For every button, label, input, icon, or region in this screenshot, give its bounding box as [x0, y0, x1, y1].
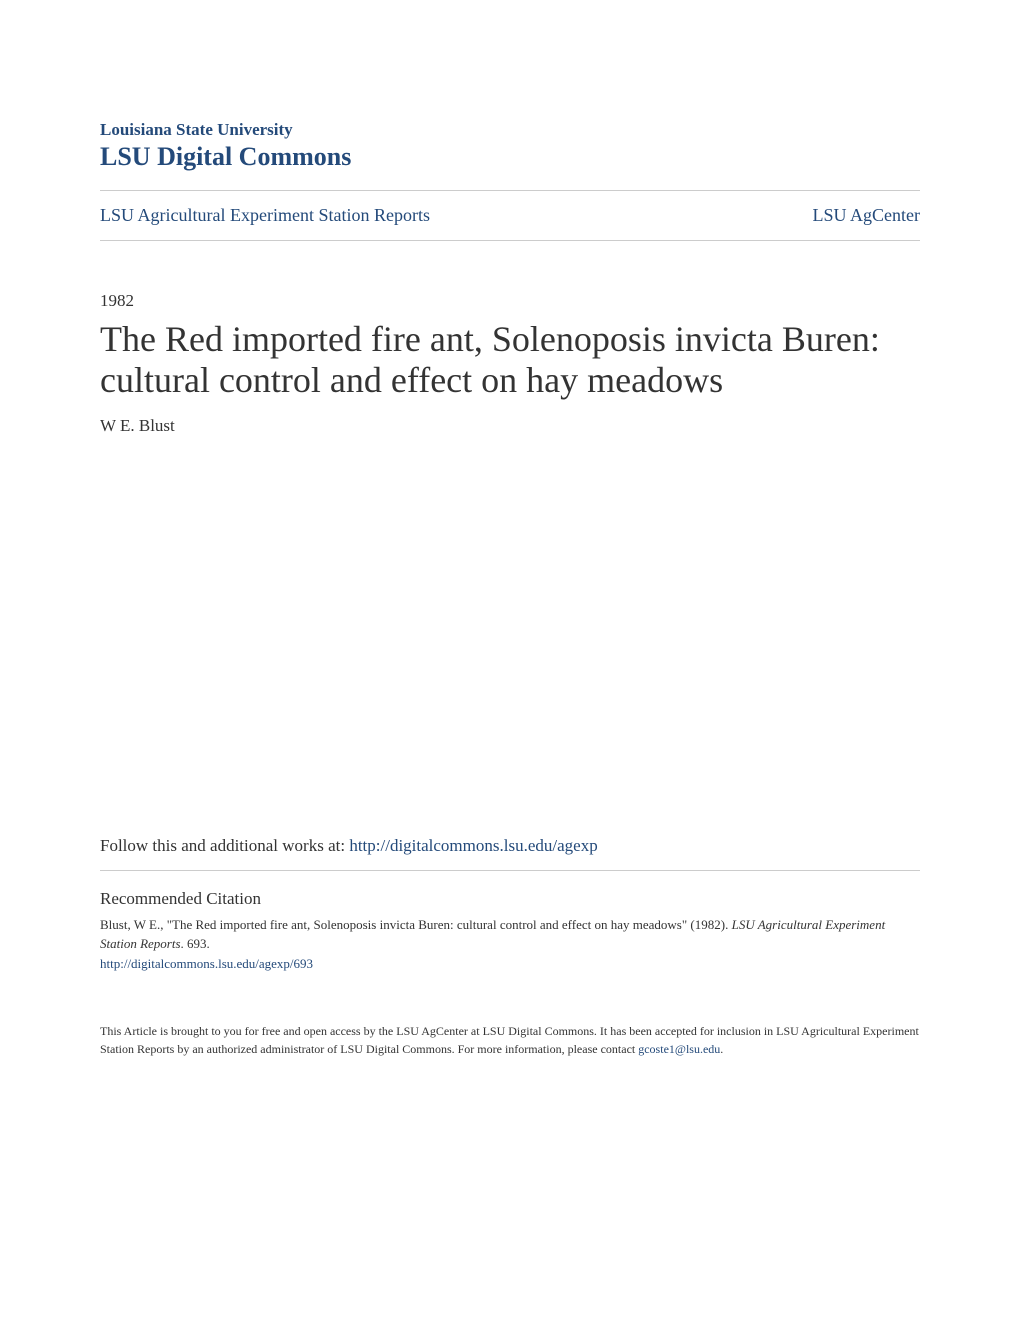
paper-title: The Red imported fire ant, Solenoposis i… [100, 319, 920, 402]
nav-agcenter-link[interactable]: LSU AgCenter [813, 205, 921, 226]
citation-heading: Recommended Citation [100, 889, 920, 909]
publication-year: 1982 [100, 291, 920, 311]
footer-email-link[interactable]: gcoste1@lsu.edu [638, 1042, 720, 1056]
header-block: Louisiana State University LSU Digital C… [100, 120, 920, 172]
footer-before: This Article is brought to you for free … [100, 1024, 919, 1056]
footer-text: This Article is brought to you for free … [100, 1022, 920, 1058]
citation-before: Blust, W E., "The Red imported fire ant,… [100, 917, 732, 932]
follow-line: Follow this and additional works at: htt… [100, 836, 920, 871]
author-name: W E. Blust [100, 416, 920, 436]
footer-after: . [720, 1042, 723, 1056]
nav-collection-link[interactable]: LSU Agricultural Experiment Station Repo… [100, 205, 430, 226]
institution-name: Louisiana State University [100, 120, 920, 140]
citation-text: Blust, W E., "The Red imported fire ant,… [100, 915, 920, 954]
repository-name[interactable]: LSU Digital Commons [100, 142, 920, 172]
nav-bar: LSU Agricultural Experiment Station Repo… [100, 190, 920, 241]
citation-link[interactable]: http://digitalcommons.lsu.edu/agexp/693 [100, 956, 920, 972]
follow-link[interactable]: http://digitalcommons.lsu.edu/agexp [349, 836, 597, 855]
follow-prefix: Follow this and additional works at: [100, 836, 349, 855]
citation-after: . 693. [181, 936, 210, 951]
